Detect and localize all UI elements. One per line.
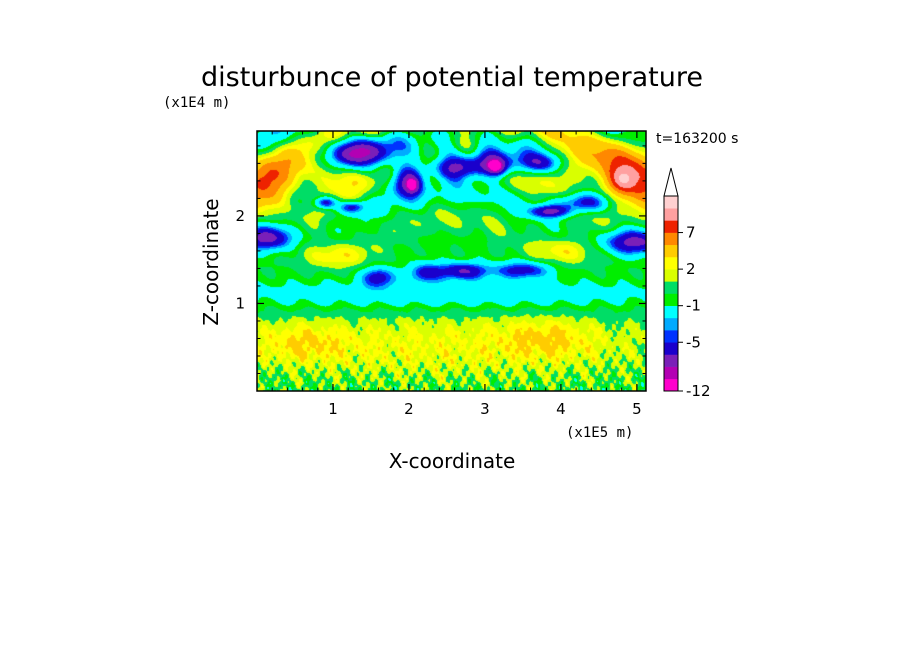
y-axis-label: Z-coordinate — [199, 198, 223, 325]
colorbar-label: -5 — [686, 333, 701, 351]
colorbar-segment — [664, 317, 678, 331]
colorbar-segment — [664, 220, 678, 233]
colorbar-segment — [664, 305, 678, 319]
colorbar-label: 2 — [686, 260, 696, 278]
colorbar-segment — [664, 354, 678, 367]
x-unit-label: (x1E5 m) — [566, 425, 633, 441]
y-axis-ticks: 12 — [235, 145, 646, 374]
colorbar-segment — [664, 293, 678, 306]
y-tick-label: 1 — [235, 294, 245, 312]
colorbar-frame — [663, 195, 679, 392]
plot-frame — [256, 130, 647, 392]
colorbar-label: -1 — [686, 297, 701, 315]
x-axis-label: X-coordinate — [389, 449, 516, 473]
x-tick-label: 2 — [404, 400, 414, 418]
y-unit-label: (x1E4 m) — [163, 95, 230, 111]
colorbar-segment — [664, 378, 678, 392]
colorbar-segment — [664, 196, 678, 209]
colorbar-segment — [664, 269, 678, 282]
colorbar-segment — [664, 232, 678, 246]
colorbar-segment — [664, 208, 678, 221]
time-label: t=163200 s — [656, 131, 738, 147]
colorbar: -12-5-127 — [663, 167, 711, 400]
colorbar-label: 7 — [686, 224, 696, 242]
x-tick-label: 5 — [632, 400, 642, 418]
colorbar-segment — [664, 244, 678, 258]
x-axis-ticks: 1 2 3 4 5 — [271, 131, 642, 418]
colorbar-segment — [664, 330, 678, 343]
x-tick-label: 3 — [480, 400, 490, 418]
x-tick-label: 4 — [556, 400, 566, 418]
colorbar-segment — [664, 281, 678, 294]
colorbar-segment — [664, 366, 678, 380]
y-tick-label: 2 — [235, 207, 245, 225]
x-tick-label: 1 — [328, 400, 338, 418]
colorbar-label: -12 — [686, 382, 711, 400]
colorbar-segment — [664, 342, 678, 355]
chart-title: disturbunce of potential temperature — [201, 62, 703, 93]
heatmap-field — [257, 131, 646, 391]
colorbar-segment — [664, 256, 678, 270]
colorbar-extend-arrow — [663, 167, 679, 197]
